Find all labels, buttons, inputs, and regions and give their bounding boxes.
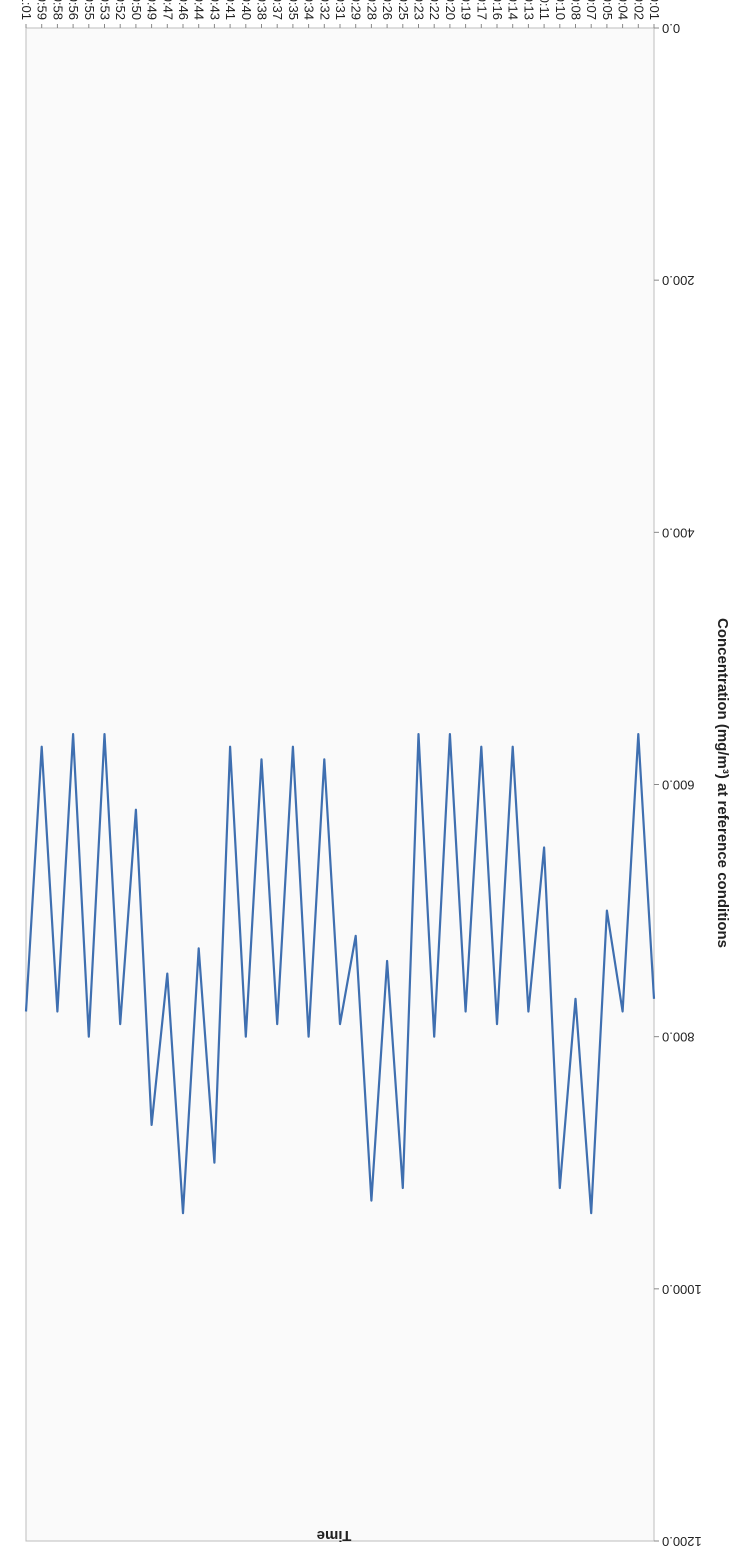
x-tick-label: 10:49 — [145, 0, 160, 20]
y-tick-label: 800.0 — [662, 1030, 695, 1045]
x-tick-label: 10:46 — [176, 0, 191, 20]
x-tick-label: 10:59 — [35, 0, 50, 20]
series-line — [24, 733, 656, 1215]
x-tick-label: 10:56 — [66, 0, 81, 20]
x-tick-label: 10:37 — [270, 0, 285, 20]
y-tick-label: 0.0 — [662, 21, 680, 36]
x-tick-label: 10:07 — [584, 0, 599, 20]
x-tick-label: 11:01 — [19, 0, 34, 20]
x-tick-label: 10:17 — [474, 0, 489, 20]
x-tick-label: 10:02 — [631, 0, 646, 20]
y-axis: 0.0 200.0 400.0 600.0 800.0 1000.0 1200.0 — [654, 21, 702, 1549]
x-tick-label: 10:23 — [412, 0, 427, 20]
x-tick-label: 10:38 — [255, 0, 270, 20]
y-tick-label: 200.0 — [662, 273, 695, 288]
x-tick-label: 10:01 — [647, 0, 662, 20]
x-tick-label: 10:29 — [349, 0, 364, 20]
x-tick-label: 10:13 — [521, 0, 536, 20]
x-tick-label: 10:44 — [192, 0, 207, 20]
x-tick-label: 10:08 — [569, 0, 584, 20]
x-tick-label: 10:28 — [364, 0, 379, 20]
y-axis-title: Concentration (mg/m³) at reference condi… — [714, 618, 731, 948]
x-tick-label: 10:52 — [113, 0, 128, 20]
x-tick-label: 10:11 — [537, 0, 552, 20]
x-tick-label: 10:55 — [82, 0, 97, 20]
x-tick-label: 10:34 — [302, 0, 317, 20]
x-tick-label: 10:43 — [207, 0, 222, 20]
x-tick-label: 10:19 — [459, 0, 474, 20]
x-tick-label: 10:40 — [239, 0, 254, 20]
x-tick-label: 10:32 — [317, 0, 332, 20]
x-tick-label: 10:41 — [223, 0, 238, 20]
y-tick-label: 600.0 — [662, 778, 695, 793]
x-tick-label: 10:14 — [506, 0, 521, 20]
x-tick-label: 10:05 — [600, 0, 615, 20]
x-tick-label: 10:22 — [427, 0, 442, 20]
x-tick-label: 10:10 — [553, 0, 568, 20]
plot-frame — [25, 27, 655, 1542]
y-tick-label: 1000.0 — [662, 1282, 702, 1297]
x-tick-label: 10:50 — [129, 0, 144, 20]
x-axis-title: Time — [317, 1527, 352, 1544]
x-tick-label: 10:47 — [160, 0, 175, 20]
x-tick-label: 10:35 — [286, 0, 301, 20]
x-tick-label: 10:53 — [98, 0, 113, 20]
x-tick-label: 10:20 — [443, 0, 458, 20]
y-tick-label: 1200.0 — [662, 1534, 702, 1549]
x-tick-label: 10:58 — [50, 0, 65, 20]
x-tick-label: 10:26 — [380, 0, 395, 20]
x-tick-label: 10:25 — [396, 0, 411, 20]
x-tick-label: 10:04 — [616, 0, 631, 20]
x-tick-label: 10:31 — [333, 0, 348, 20]
x-tick-label: 10:16 — [490, 0, 505, 20]
x-axis: 10:0110:0210:0410:0510:0710:0810:1010:11… — [19, 0, 662, 28]
y-tick-label: 400.0 — [662, 525, 695, 540]
